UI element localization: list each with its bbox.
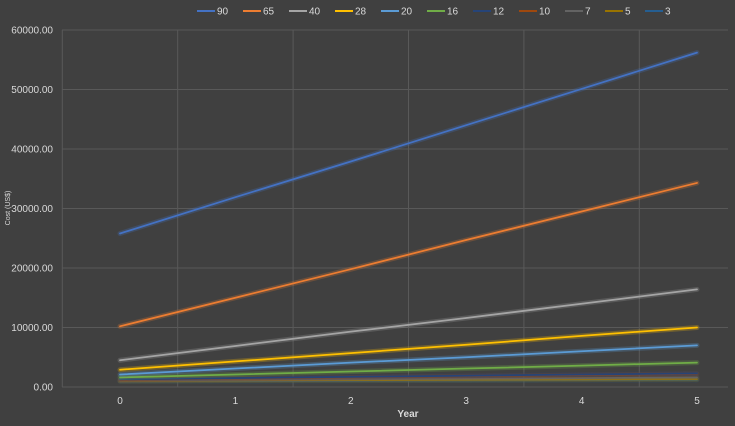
y-tick-label: 40000.00: [11, 145, 53, 156]
legend-item-7[interactable]: 7: [565, 7, 591, 18]
x-axis-title: Year: [397, 409, 418, 420]
legend-label: 7: [585, 7, 591, 18]
legend-item-16[interactable]: 16: [427, 7, 459, 18]
x-tick-label: 0: [117, 396, 123, 407]
legend-item-12[interactable]: 12: [473, 7, 505, 18]
legend-label: 12: [493, 7, 505, 18]
series-line-20: [119, 344, 698, 376]
gridlines: [61, 29, 728, 388]
x-tick-label: 5: [694, 396, 700, 407]
legend-item-10[interactable]: 10: [519, 7, 551, 18]
x-tick-label: 3: [463, 396, 469, 407]
y-tick-label: 0.00: [34, 383, 54, 394]
series-line-16: [119, 361, 698, 379]
series-line-40: [119, 288, 698, 362]
y-tick-label: 30000.00: [11, 204, 53, 215]
legend-item-20[interactable]: 20: [381, 7, 413, 18]
legend-item-65[interactable]: 65: [243, 7, 275, 18]
y-tick-label: 20000.00: [11, 264, 53, 275]
series-line-90: [119, 51, 698, 235]
legend-item-28[interactable]: 28: [335, 7, 367, 18]
y-tick-label: 50000.00: [11, 85, 53, 96]
legend-item-5[interactable]: 5: [605, 7, 631, 18]
legend-label: 16: [447, 7, 459, 18]
legend-label: 10: [539, 7, 551, 18]
y-tick-label: 60000.00: [11, 26, 53, 37]
legend-item-40[interactable]: 40: [289, 7, 321, 18]
series-line-12: [119, 372, 698, 381]
series-line-65: [119, 182, 698, 328]
series-lines: [117, 50, 700, 384]
legend-item-90[interactable]: 90: [197, 7, 229, 18]
x-tick-label: 1: [233, 396, 239, 407]
x-tick-label: 4: [579, 396, 585, 407]
legend-label: 20: [401, 7, 413, 18]
legend-label: 5: [625, 7, 631, 18]
legend-label: 65: [263, 7, 275, 18]
legend-label: 28: [355, 7, 367, 18]
x-axis-ticks: 0 1 2 3 4 5: [117, 396, 700, 407]
legend-item-3[interactable]: 3: [645, 7, 671, 18]
x-tick-label: 2: [348, 396, 354, 407]
y-tick-label: 10000.00: [11, 323, 53, 334]
legend-label: 90: [217, 7, 229, 18]
legend: 90 65 40 28 20 16 12 10 7 5 3: [197, 7, 671, 18]
y-axis-ticks: 0.00 10000.00 20000.00 30000.00 40000.00 5000…: [11, 26, 53, 394]
y-axis-title: Cost (US$): [5, 191, 12, 226]
series-line-28: [119, 326, 698, 371]
legend-label: 3: [665, 7, 671, 18]
series-line-7: [119, 376, 698, 382]
legend-label: 40: [309, 7, 321, 18]
